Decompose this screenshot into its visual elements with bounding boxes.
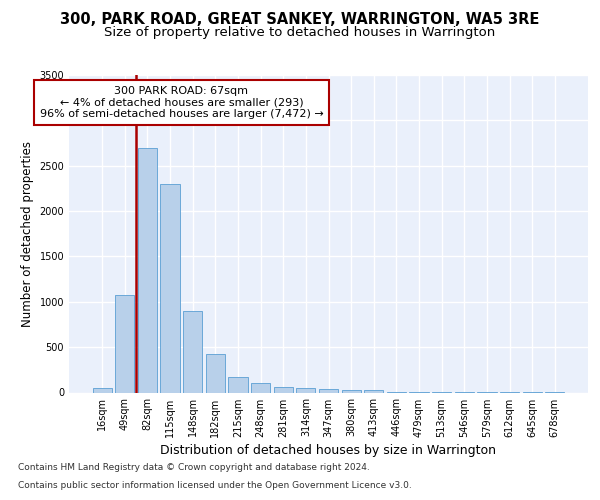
Bar [274, 387, 293, 392]
Bar [251, 384, 270, 392]
Bar [92, 388, 112, 392]
Text: Contains public sector information licensed under the Open Government Licence v3: Contains public sector information licen… [18, 481, 412, 490]
Bar [364, 390, 383, 392]
Bar [183, 311, 202, 392]
Bar [229, 376, 248, 392]
Text: 300, PARK ROAD, GREAT SANKEY, WARRINGTON, WA5 3RE: 300, PARK ROAD, GREAT SANKEY, WARRINGTON… [61, 12, 539, 28]
Y-axis label: Number of detached properties: Number of detached properties [21, 141, 34, 327]
Bar [138, 148, 157, 392]
Bar [206, 354, 225, 393]
Text: Size of property relative to detached houses in Warrington: Size of property relative to detached ho… [104, 26, 496, 39]
Bar [296, 388, 316, 392]
Text: Contains HM Land Registry data © Crown copyright and database right 2024.: Contains HM Land Registry data © Crown c… [18, 464, 370, 472]
Bar [160, 184, 180, 392]
Bar [115, 295, 134, 392]
Bar [319, 389, 338, 392]
Text: 300 PARK ROAD: 67sqm
← 4% of detached houses are smaller (293)
96% of semi-detac: 300 PARK ROAD: 67sqm ← 4% of detached ho… [40, 86, 323, 119]
Bar [341, 390, 361, 392]
X-axis label: Distribution of detached houses by size in Warrington: Distribution of detached houses by size … [161, 444, 497, 456]
